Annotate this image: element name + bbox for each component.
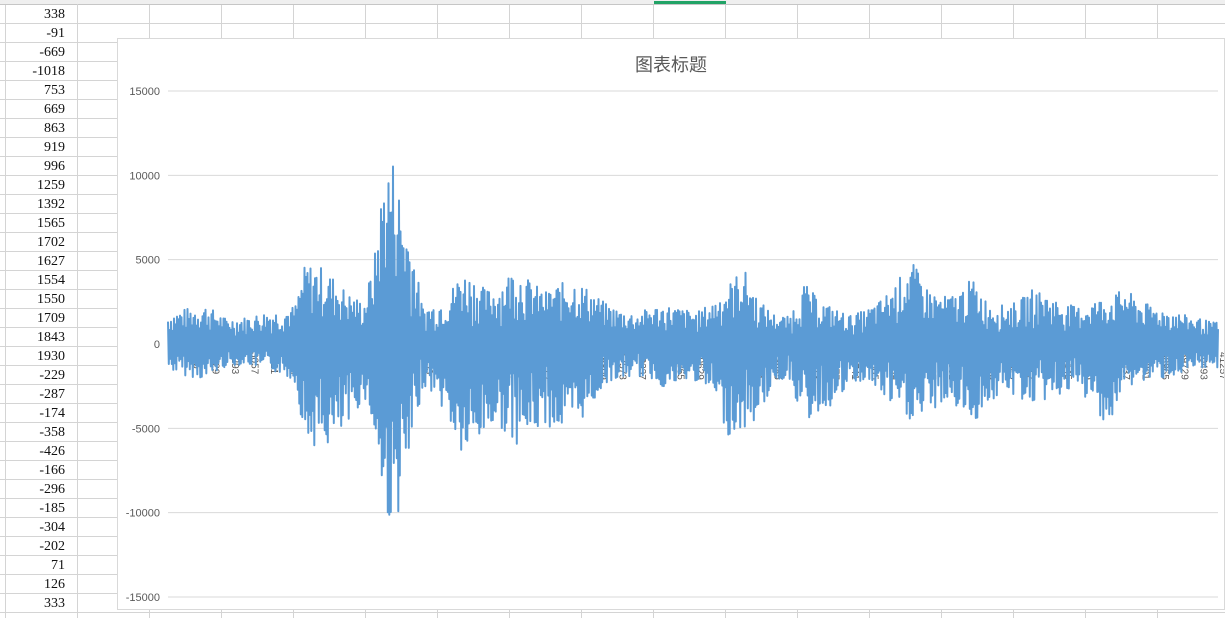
cell-a[interactable]: 863	[44, 121, 65, 136]
cell-a[interactable]: 333	[44, 596, 65, 611]
cell-a[interactable]: 1550	[37, 292, 65, 307]
y-tick-label: 0	[154, 339, 160, 351]
cell-a[interactable]: 1565	[37, 216, 65, 231]
cell-a[interactable]: -669	[39, 45, 65, 60]
y-tick-label: -15000	[126, 592, 160, 604]
cell-a[interactable]: 669	[44, 102, 65, 117]
x-tick-label: 41257	[1217, 352, 1224, 380]
x-tick-label: 37437	[1120, 352, 1131, 380]
column-header-strip[interactable]	[0, 0, 1225, 5]
y-tick-label: -10000	[126, 508, 160, 520]
x-tick-label: 20629	[694, 352, 705, 380]
chart-title[interactable]: 图表标题	[635, 55, 707, 76]
cell-a[interactable]: 338	[44, 7, 65, 22]
column-a: 338 -91 -669 -1018 753 669 863 919 996 1259 1392 15…	[0, 4, 78, 618]
y-tick-label: 15000	[129, 86, 160, 98]
x-tick-label: 27505	[868, 352, 879, 380]
cell-a[interactable]: -296	[39, 482, 65, 497]
y-tick-label: 5000	[136, 255, 160, 267]
x-tick-label: 3057	[248, 352, 259, 375]
cell-a[interactable]: 1554	[37, 273, 65, 288]
cell-a[interactable]: -166	[39, 463, 65, 478]
cell-a[interactable]: 1627	[37, 254, 65, 269]
cell-a[interactable]: -185	[39, 501, 65, 516]
cell-a[interactable]: -1018	[32, 64, 65, 79]
x-tick-label: 17573	[617, 352, 628, 380]
cell-a[interactable]: 1702	[37, 235, 65, 250]
cell-a[interactable]: -91	[46, 26, 65, 41]
cell-a[interactable]: -358	[39, 425, 65, 440]
y-tick-label: 10000	[129, 170, 160, 182]
cell-a[interactable]: 1843	[37, 330, 65, 345]
cell-a[interactable]: -287	[39, 387, 65, 402]
cell-a[interactable]: 1709	[37, 311, 65, 326]
y-tick-label: -5000	[132, 423, 160, 435]
cell-a[interactable]: 996	[44, 159, 65, 174]
cell-a[interactable]: -202	[39, 539, 65, 554]
cell-a[interactable]: -229	[39, 368, 65, 383]
cell-a[interactable]: -304	[39, 520, 65, 535]
cell-a[interactable]: 1392	[37, 197, 65, 212]
cell-a[interactable]: 126	[44, 577, 65, 592]
chart-area[interactable]: 图表标题 15000 10000 5000 0 -5000 -10000 -15000 1 76…	[117, 38, 1225, 610]
cell-a[interactable]: 71	[51, 558, 65, 573]
series-line[interactable]	[167, 165, 1219, 516]
x-tick-label: 9933	[423, 352, 434, 375]
cell-a[interactable]: 1930	[37, 349, 65, 364]
selected-column-indicator	[654, 1, 726, 4]
cell-a[interactable]: -174	[39, 406, 65, 421]
cell-a[interactable]: 753	[44, 83, 65, 98]
cell-a[interactable]: 919	[44, 140, 65, 155]
cell-a[interactable]: -426	[39, 444, 65, 459]
cell-a[interactable]: 1259	[37, 178, 65, 193]
